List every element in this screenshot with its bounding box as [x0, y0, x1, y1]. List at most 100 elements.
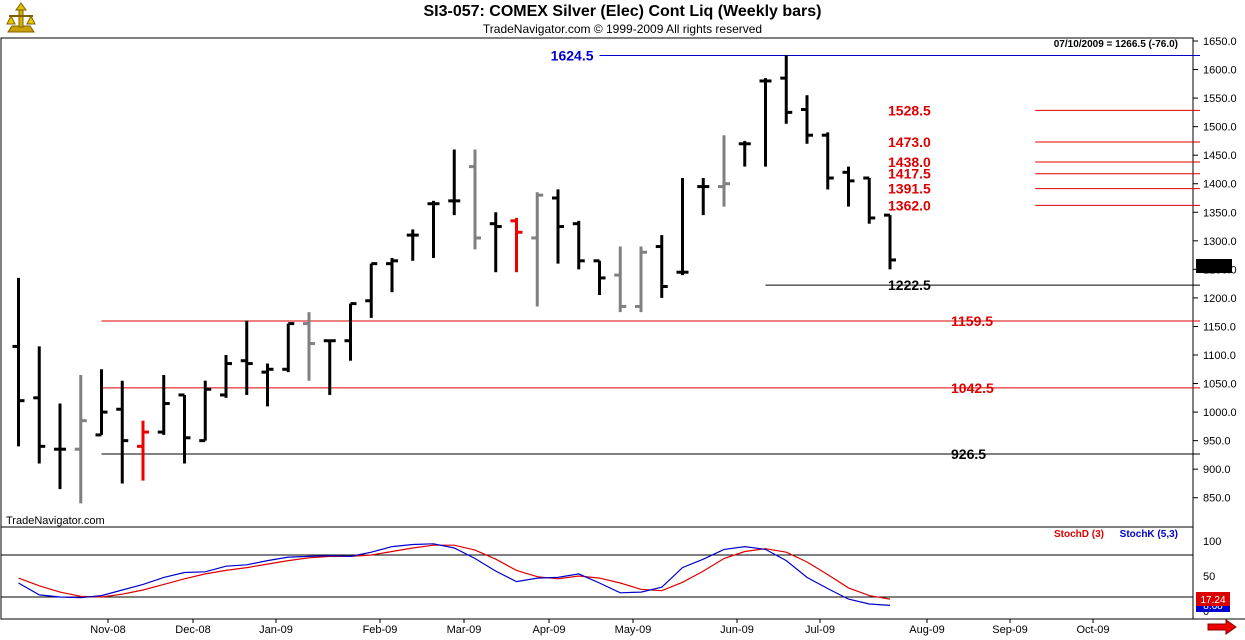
- ohlc-bar: [676, 178, 689, 276]
- ohlc-bar: [116, 380, 129, 484]
- x-tick-label: Jul-09: [805, 624, 835, 636]
- ohlc-bar: [469, 149, 481, 250]
- ohlc-bar: [344, 302, 357, 361]
- x-tick-label: Sep-09: [992, 624, 1027, 636]
- ohlc-bar: [489, 212, 502, 273]
- level-label: 1624.5: [551, 48, 594, 64]
- last-price-label: 1266.5: [1197, 261, 1231, 273]
- ohlc-bar: [863, 176, 876, 224]
- level-label: 1473.0: [888, 134, 931, 150]
- x-tick-label: Nov-08: [90, 624, 125, 636]
- ohlc-bar: [635, 246, 647, 313]
- ohlc-bar: [199, 380, 212, 443]
- x-tick-label: Dec-08: [175, 624, 210, 636]
- ohlc-bar: [593, 259, 606, 296]
- y-tick-label: 850.0: [1203, 493, 1231, 505]
- ohlc-bar: [95, 369, 108, 437]
- ohlc-bar: [33, 346, 46, 464]
- x-tick-label: Aug-09: [909, 624, 944, 636]
- ohlc-bar: [282, 322, 295, 373]
- y-tick-label: 1400.0: [1203, 179, 1237, 191]
- ohlc-bar: [531, 192, 544, 307]
- y-tick-label: 1600.0: [1203, 65, 1237, 77]
- ohlc-bar: [448, 149, 461, 216]
- info-readout: 07/10/2009 = 1266.5 (-76.0): [1054, 39, 1178, 50]
- level-label: 926.5: [951, 446, 986, 462]
- ohlc-bar: [655, 235, 668, 298]
- level-label: 1362.0: [888, 197, 931, 213]
- ohlc-bar: [614, 246, 627, 313]
- support-resistance-levels: 1624.5 1528.5 1473.0 1438.01417.51391.51362…: [101, 48, 1200, 462]
- level-label: 1159.5: [951, 313, 993, 329]
- stochk-line: [18, 543, 891, 606]
- ohlc-bar: [12, 277, 25, 447]
- ohlc-bar: [572, 220, 585, 270]
- ohlc-bar: [697, 178, 710, 216]
- x-tick-label: Jan-09: [259, 624, 293, 636]
- ohlc-bar: [884, 213, 896, 270]
- ohlc-bar: [240, 320, 253, 395]
- stochd-value-box: [1196, 592, 1230, 606]
- ohlc-bar: [842, 166, 855, 207]
- chart-header: SI3-057: COMEX Silver (Elec) Cont Liq (W…: [0, 0, 1245, 38]
- y-tick-label: 1100.0: [1203, 350, 1236, 362]
- y-tick-label: 900.0: [1203, 464, 1231, 476]
- ohlc-bar: [54, 403, 66, 490]
- ohlc-bar: [738, 140, 751, 167]
- last-price-box: [1196, 259, 1232, 273]
- y-tick-label: 1650.0: [1203, 36, 1237, 48]
- price-bars: [12, 55, 896, 504]
- y-tick-label: 1500.0: [1203, 122, 1237, 134]
- stochk-value-label: 8.68: [1203, 601, 1223, 612]
- stochd-legend: StochD (3): [1054, 529, 1104, 540]
- x-tick-label: Mar-09: [447, 624, 482, 636]
- copyright-text: TradeNavigator.com © 1999-2009 All right…: [482, 22, 763, 36]
- ohlc-bar: [137, 420, 149, 481]
- date-axis: Nov-08 Dec-08 Jan-09 Feb-09 Mar-09 Apr-09 May-…: [90, 619, 1110, 636]
- ohlc-bar: [801, 95, 813, 144]
- stochd-line: [18, 544, 891, 600]
- scroll-right-arrow-icon[interactable]: [1207, 619, 1237, 635]
- ohlc-bar: [427, 200, 440, 258]
- chart-title: SI3-057: COMEX Silver (Elec) Cont Liq (W…: [423, 3, 822, 20]
- ohlc-bar: [406, 229, 419, 261]
- y-tick-label: 1050.0: [1203, 379, 1237, 391]
- ohlc-bar: [157, 374, 170, 435]
- level-label: 1222.5: [888, 277, 931, 293]
- trader-logo-icon: [6, 2, 36, 33]
- ohlc-bar: [178, 393, 191, 464]
- ohlc-bar: [552, 189, 564, 264]
- ohlc-bar: [821, 132, 834, 190]
- watermark: TradeNavigator.com: [6, 515, 105, 527]
- x-tick-label: Jun-09: [720, 624, 754, 636]
- ohlc-bar: [718, 135, 730, 207]
- level-label: 1042.5: [951, 380, 994, 396]
- y-tick-label: 1300.0: [1203, 236, 1237, 248]
- ohlc-bar: [303, 312, 315, 381]
- stochd-value-label: 17.24: [1200, 595, 1225, 606]
- y-tick-label: 1350.0: [1203, 207, 1237, 219]
- y-tick-label: 1450.0: [1203, 150, 1237, 162]
- stoch-tick-label: 50: [1203, 571, 1215, 583]
- ohlc-bar: [74, 374, 87, 504]
- y-tick-label: 950.0: [1203, 436, 1231, 448]
- ohlc-bar: [365, 262, 378, 318]
- x-tick-label: Apr-09: [532, 624, 565, 636]
- level-label: 1391.5: [888, 181, 931, 197]
- level-label: 1528.5: [888, 102, 931, 118]
- y-tick-label: 1150.0: [1203, 321, 1236, 333]
- stochk-legend: StochK (5,3): [1120, 529, 1178, 540]
- ohlc-bar: [510, 217, 523, 273]
- stoch-tick-label: 100: [1203, 536, 1221, 548]
- ohlc-bar: [323, 339, 336, 395]
- y-tick-label: 1550.0: [1203, 93, 1237, 105]
- x-tick-label: Oct-09: [1076, 624, 1109, 636]
- level-label: 1438.0: [888, 154, 931, 170]
- ohlc-bar: [220, 355, 232, 398]
- ohlc-bar: [780, 55, 793, 124]
- ohlc-bar: [386, 257, 398, 293]
- ohlc-bar: [759, 78, 772, 167]
- y-tick-label: 1000.0: [1203, 407, 1237, 419]
